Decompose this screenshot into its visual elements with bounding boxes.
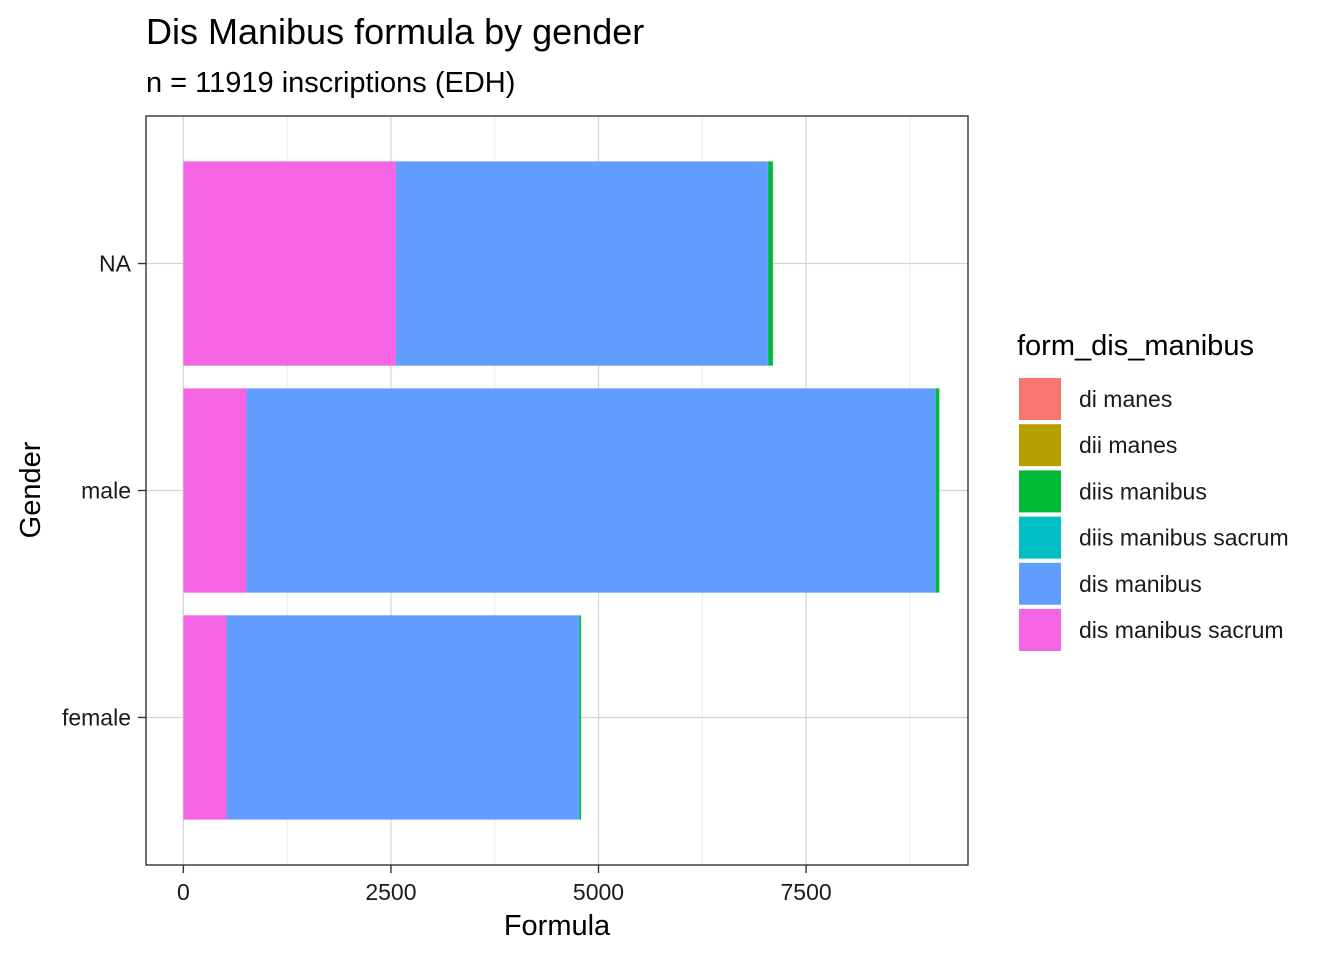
x-tick-label: 7500: [781, 879, 832, 905]
legend: form_dis_manibus di manes dii manes diis m…: [1017, 330, 1289, 651]
x-tick-label: 0: [177, 879, 190, 905]
bars: [183, 161, 940, 820]
chart-subtitle: n = 11919 inscriptions (EDH): [146, 67, 515, 99]
bar-male-dis-manibus: [246, 388, 936, 593]
legend-key-diis-manibus-sacrum: [1019, 516, 1061, 559]
bar-na-dis-manibus: [395, 161, 768, 366]
legend-title: form_dis_manibus: [1017, 330, 1254, 362]
bar-na-diis-manibus: [768, 161, 773, 366]
bar-male-diis-manibus: [935, 388, 940, 593]
legend-label-dii-manes: dii manes: [1079, 432, 1177, 458]
legend-key-dis-manibus: [1019, 562, 1061, 605]
y-axis-title: Gender: [15, 441, 47, 538]
x-axis: 0 2500 5000 7500: [177, 865, 832, 905]
y-tick-label: NA: [99, 251, 132, 277]
legend-key-diis-manibus: [1019, 470, 1061, 513]
y-tick-label: female: [62, 704, 131, 730]
bar-na-dis-manibus-sacrum: [183, 161, 396, 366]
bar-male-dis-manibus-sacrum: [183, 388, 247, 593]
legend-key-dis-manibus-sacrum: [1019, 609, 1061, 651]
y-axis: female male NA: [62, 251, 146, 730]
legend-label-di-manes: di manes: [1079, 386, 1172, 412]
x-tick-label: 2500: [365, 879, 416, 905]
legend-key-di-manes: [1019, 378, 1061, 420]
legend-label-dis-manibus: dis manibus: [1079, 571, 1202, 597]
legend-label-dis-manibus-sacrum: dis manibus sacrum: [1079, 617, 1284, 643]
bar-na-diis-manibus-sacrum: [767, 161, 769, 366]
legend-label-diis-manibus: diis manibus: [1079, 478, 1207, 504]
chart-title: Dis Manibus formula by gender: [146, 11, 644, 52]
y-tick-label: male: [81, 478, 131, 504]
legend-key-dii-manes: [1019, 424, 1061, 467]
x-tick-label: 5000: [573, 879, 624, 905]
bar-female-dis-manibus-sacrum: [183, 615, 227, 820]
x-axis-title: Formula: [504, 910, 611, 942]
bar-female-dis-manibus: [226, 615, 580, 820]
legend-label-diis-manibus-sacrum: diis manibus sacrum: [1079, 525, 1289, 551]
bar-female-diis-manibus: [579, 615, 582, 820]
